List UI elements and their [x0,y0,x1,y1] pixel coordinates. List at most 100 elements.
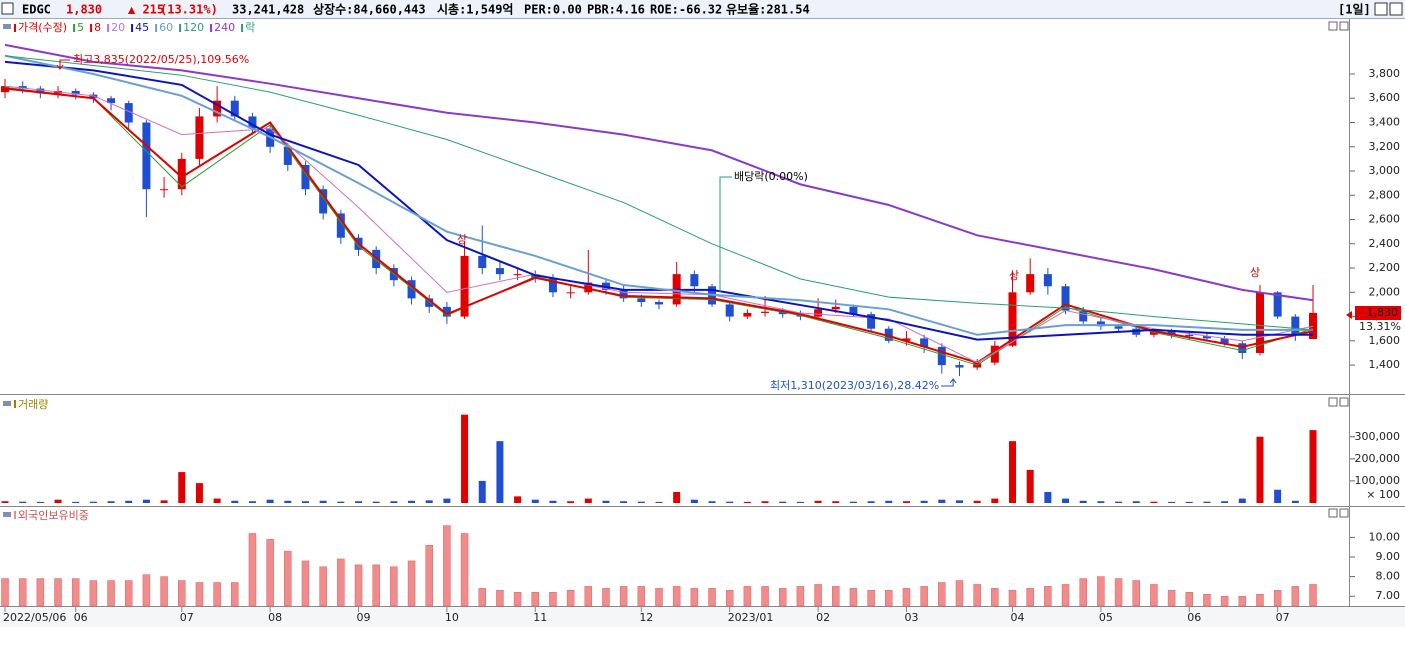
bar [1150,584,1158,607]
bar [1009,441,1017,503]
panel-title: 외국인보유비중 [18,509,89,522]
candle-body [884,328,893,341]
x-tick-label: 04 [1011,611,1025,624]
panel-button[interactable] [1328,508,1338,518]
code: EDGC [22,3,51,17]
bar [72,501,80,503]
annotation-high: 최고3,835(2022/05/25),109.56% [73,53,249,66]
candle-body [1291,316,1300,335]
candle-body [955,365,964,368]
bar [673,491,681,503]
bar [1044,586,1052,607]
bar [584,498,592,503]
bar [549,500,557,503]
candle-body [1079,310,1088,322]
candle-body [902,338,911,341]
bar [284,500,292,503]
candle-body [725,304,734,317]
x-tick-label: 06 [1187,611,1201,624]
candle-body [36,88,45,94]
y-tick-label: 8.00 [1376,570,1401,583]
panel-button[interactable] [1339,397,1349,407]
bar [743,586,752,607]
y-tick-label: 3,200 [1369,140,1401,153]
bar [637,586,646,607]
bar [513,592,522,607]
bar [1238,498,1246,503]
panel-button[interactable] [1328,21,1338,31]
bar [761,586,769,607]
bar [1274,489,1282,503]
x-tick-label: 12 [639,611,653,624]
y-tick-label: 2,400 [1369,237,1401,250]
reserve: 유보율:281.54 [726,3,810,17]
bar [1168,501,1176,503]
legend-swatch [73,24,76,32]
bar [602,500,610,503]
panel-button[interactable] [1339,508,1349,518]
bar [779,501,787,503]
panel-icon [3,401,11,406]
bar [1203,501,1211,503]
y-tick-label: 100,000 [1355,474,1401,487]
bar [1185,501,1193,503]
candle-body [1149,331,1158,335]
y-unit: × 100 [1366,488,1400,501]
legend-swatch [14,24,16,32]
x-tick-label: 07 [180,611,194,624]
bar [248,501,256,503]
bar [160,576,168,607]
bar [89,580,98,607]
close-button[interactable] [1389,2,1403,16]
candle-body [778,311,787,315]
maximize-button[interactable] [1374,2,1388,16]
candle-body [566,292,575,294]
panel-title: 거래량 [18,398,48,411]
candle-body [1238,343,1247,353]
panel-button[interactable] [1339,21,1349,31]
bar [1256,436,1264,503]
volume: 33,241,428 [232,3,304,17]
bar [602,588,610,607]
price: 1,830 [66,3,102,17]
bar [19,501,27,503]
y-tick-label: 200,000 [1355,452,1401,465]
moving-average [4,43,1314,302]
x-tick-label: 10 [445,611,459,624]
moving-average [4,85,1314,364]
bar [231,500,239,503]
candle-body [230,100,239,117]
bar [690,588,699,607]
period[interactable]: [1일] [1338,3,1371,17]
candle-body [831,306,840,310]
candle-body [142,122,151,190]
bar [461,414,469,503]
upper-limit-marker: 상 [1009,269,1019,282]
candle-body [460,255,469,317]
bar [1256,593,1264,607]
last-price: 1,830 [1367,306,1399,319]
legend-swatch [210,24,213,32]
checkbox[interactable] [1,2,14,15]
bar [655,588,663,607]
bar [955,580,964,607]
candle-body [1026,274,1035,293]
x-tick-label: 05 [1099,611,1113,624]
bar [796,501,804,503]
bar [991,498,999,503]
bar [514,496,522,503]
candle-body [177,158,186,190]
candle-body [1309,312,1317,340]
bar [743,501,751,503]
bar [355,501,363,503]
bar [690,499,698,503]
candle-body [1096,321,1105,327]
legend-label: 120 [183,21,204,34]
panel-button[interactable] [1328,397,1338,407]
bar [372,501,380,503]
x-tick-label: 2023/01 [728,611,774,624]
pbr: PBR:4.16 [587,3,645,17]
bar [1132,501,1140,503]
annotation-arrow [56,59,70,70]
legend-label: 45 [135,21,149,34]
